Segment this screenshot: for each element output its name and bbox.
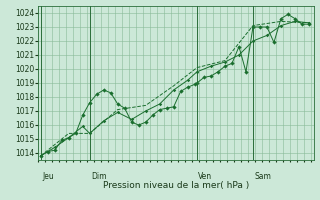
Text: Ven: Ven <box>198 172 212 181</box>
X-axis label: Pression niveau de la mer( hPa ): Pression niveau de la mer( hPa ) <box>103 181 249 190</box>
Text: Sam: Sam <box>254 172 271 181</box>
Text: Dim: Dim <box>91 172 106 181</box>
Text: Jeu: Jeu <box>42 172 54 181</box>
